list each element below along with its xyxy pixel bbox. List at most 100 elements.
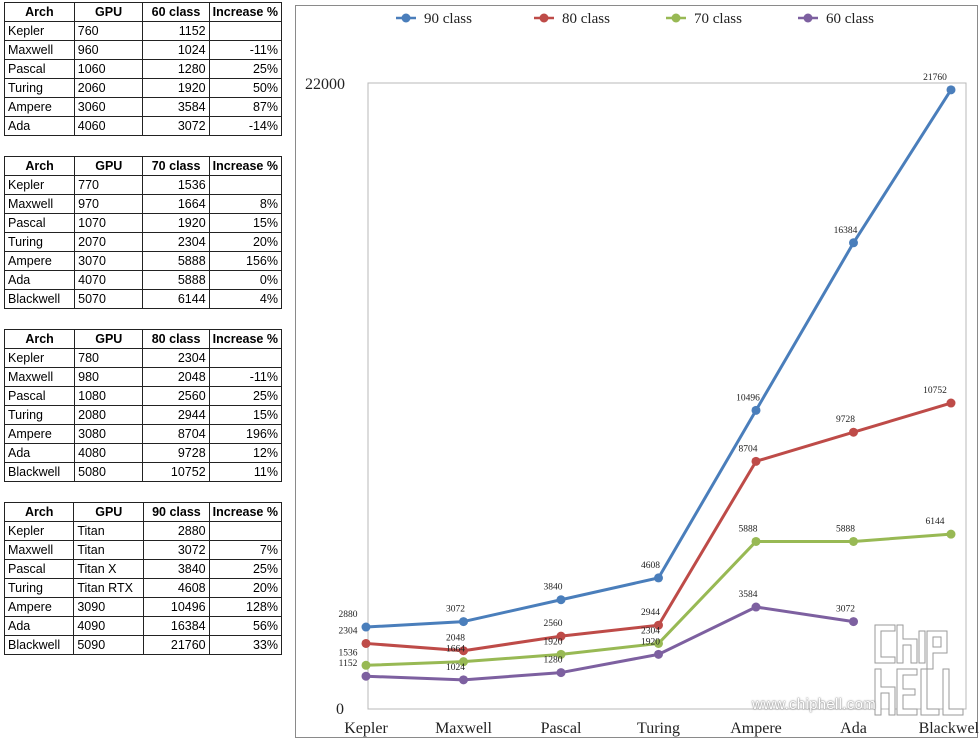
x-tick-label: Maxwell (435, 720, 492, 737)
x-tick-label: Ampere (730, 720, 782, 737)
cell-gpu: Titan (73, 540, 145, 560)
table-row: Ada 4090 16384 56% (3, 616, 283, 636)
cell-increase (208, 348, 283, 368)
cell-arch: Turing (3, 405, 76, 425)
data-label: 6144 (926, 517, 945, 527)
data-point (654, 573, 663, 583)
cell-increase: 128% (208, 597, 283, 617)
cell-gpu: 5080 (74, 462, 144, 482)
legend-label: 60 class (826, 11, 874, 27)
data-label: 2944 (641, 608, 660, 618)
table-60-class: Arch GPU 60 class Increase % Kepler 760 11… (4, 2, 283, 136)
table-row: Maxwell 960 1024 -11% (4, 40, 283, 60)
cell-value: 16384 (143, 616, 210, 636)
header-arch: Arch (3, 502, 75, 522)
cell-value: 5888 (142, 270, 210, 290)
cell-gpu: 1060 (73, 59, 144, 79)
cell-value: 21760 (143, 635, 210, 655)
x-tick-label: Ada (840, 720, 867, 737)
cell-increase: 0% (208, 270, 283, 290)
data-point (751, 602, 761, 612)
cell-increase: 156% (208, 251, 283, 271)
cell-increase: -14% (208, 116, 283, 136)
header-arch: Arch (4, 2, 75, 22)
cell-gpu: 2060 (73, 78, 144, 98)
series-line (365, 89, 953, 629)
cell-arch: Pascal (4, 59, 75, 79)
cell-arch: Turing (3, 578, 75, 598)
data-point (556, 595, 566, 605)
data-label: 1920 (544, 637, 563, 647)
cell-value: 5888 (142, 251, 210, 271)
header-increase: Increase % (208, 329, 283, 349)
table-header-row: Arch GPU 70 class Increase % (3, 156, 283, 176)
cell-arch: Maxwell (4, 40, 75, 60)
cell-increase: 15% (208, 213, 283, 233)
data-label: 2304 (339, 626, 358, 636)
data-label: 16384 (834, 226, 858, 236)
data-label: 9728 (836, 415, 855, 425)
header-increase: Increase % (208, 2, 283, 22)
data-point (654, 620, 663, 630)
cell-gpu: 770 (74, 175, 144, 195)
data-point (361, 660, 371, 670)
cell-arch: Kepler (3, 521, 75, 541)
cell-arch: Blackwell (3, 462, 76, 482)
cell-arch: Ampere (3, 251, 76, 271)
legend-label: 70 class (694, 11, 742, 27)
data-point (361, 638, 371, 648)
table-row: Ampere 3060 3584 87% (4, 97, 283, 117)
cell-arch: Turing (4, 78, 75, 98)
cell-increase: 8% (208, 194, 283, 214)
cell-arch: Maxwell (3, 540, 75, 560)
data-point (361, 622, 371, 632)
table-row: Blackwell 5080 10752 11% (3, 462, 283, 482)
data-point (751, 405, 761, 415)
header-gpu: GPU (73, 502, 145, 522)
data-label: 1152 (339, 659, 358, 669)
cell-value: 2560 (142, 386, 210, 406)
data-point (654, 638, 663, 648)
cell-gpu: 4080 (74, 443, 144, 463)
table-row: Blackwell 5090 21760 33% (3, 635, 283, 655)
data-point (361, 671, 371, 681)
table-row: Maxwell Titan 3072 7% (3, 540, 283, 560)
cell-gpu: 5090 (73, 635, 145, 655)
cell-value: 10496 (143, 597, 210, 617)
cell-value: 6144 (142, 289, 210, 309)
cell-arch: Maxwell (3, 194, 76, 214)
cell-arch: Pascal (3, 386, 76, 406)
table-row: Ampere 3080 8704 196% (3, 424, 283, 444)
table-row: Kepler Titan 2880 (3, 521, 283, 541)
data-point (556, 668, 566, 678)
chiphell-logo-icon (874, 624, 964, 716)
table-header-row: Arch GPU 90 class Increase % (3, 502, 283, 522)
table-row: Turing 2080 2944 15% (3, 405, 283, 425)
table-row: Ada 4070 5888 0% (3, 270, 283, 290)
data-label: 4608 (641, 561, 660, 571)
header-increase: Increase % (208, 156, 283, 176)
cell-value: 1664 (142, 194, 210, 214)
header-class: 80 class (142, 329, 210, 349)
table-row: Maxwell 980 2048 -11% (3, 367, 283, 387)
cell-arch: Maxwell (3, 367, 76, 387)
cell-increase: 7% (208, 540, 283, 560)
data-point (946, 529, 956, 539)
table-row: Kepler 780 2304 (3, 348, 283, 368)
table-70-class: Arch GPU 70 class Increase % Kepler 770 15… (3, 156, 283, 309)
cell-increase: 33% (208, 635, 283, 655)
cell-gpu: 1070 (74, 213, 144, 233)
data-label: 1536 (339, 648, 358, 658)
data-point (849, 238, 858, 248)
line-chart: 0 22000 Kepler Maxwell Pascal Turing Ampere Ada… (295, 5, 979, 738)
cell-increase: 25% (208, 59, 283, 79)
data-label: 2048 (446, 634, 465, 644)
cell-gpu: 1080 (74, 386, 144, 406)
cell-increase: 25% (208, 559, 283, 579)
legend-label: 90 class (424, 11, 472, 27)
header-class: 60 class (142, 2, 210, 22)
chart-svg: 0 22000 Kepler Maxwell Pascal Turing Ampere Ada… (305, 11, 979, 737)
cell-gpu: 3090 (73, 597, 145, 617)
cell-gpu: 5070 (74, 289, 144, 309)
table-row: Pascal Titan X 3840 25% (3, 559, 283, 579)
